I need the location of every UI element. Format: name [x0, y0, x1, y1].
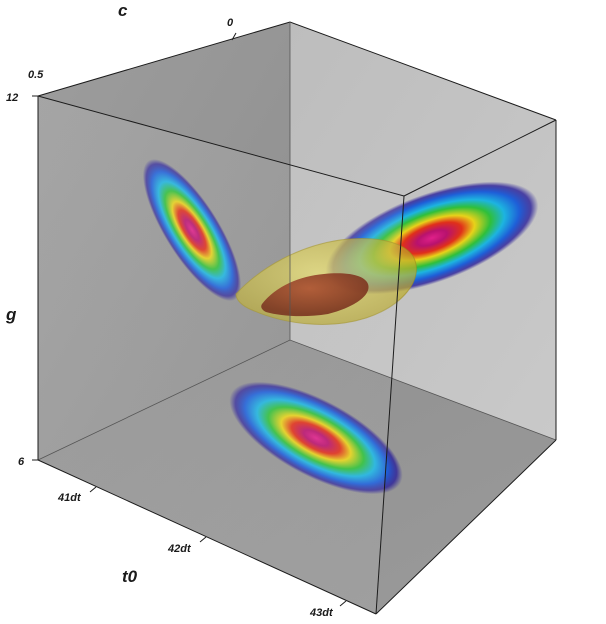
y-tick-0.5: 0.5	[28, 69, 44, 81]
tick-marks	[32, 32, 347, 607]
z-axis-title: g	[5, 305, 17, 324]
x-tick-43dt: 43dt	[309, 607, 334, 619]
y-tick-0: 0	[227, 17, 234, 29]
y-axis-title: c	[118, 1, 128, 20]
z-tick-6: 6	[18, 456, 25, 468]
x-axis-title: t0	[122, 567, 138, 586]
x-tick-41dt: 41dt	[57, 492, 82, 504]
box-edges	[37, 21, 557, 615]
z-tick-12: 12	[6, 92, 18, 104]
x-tick-42dt: 42dt	[167, 543, 192, 555]
front-wall-left	[38, 96, 404, 614]
